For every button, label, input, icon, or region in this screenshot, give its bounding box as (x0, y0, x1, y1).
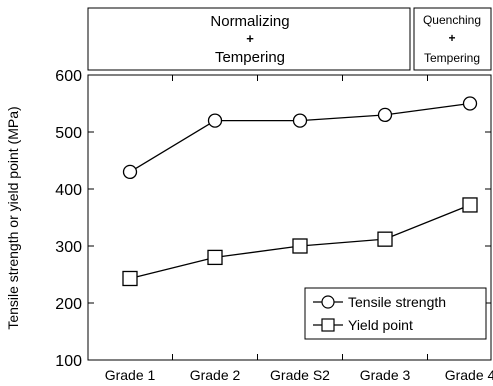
data-point-yield (377, 231, 393, 247)
data-point-yield (122, 270, 138, 287)
y-tick-label: 500 (55, 125, 82, 142)
y-axis-label: Tensile strength or yield point (MPa) (5, 106, 21, 329)
x-tick-label: Grade 4 (445, 367, 493, 383)
x-tick-label: Grade 3 (360, 367, 411, 383)
legend-label-tensile: Tensile strength (348, 294, 446, 310)
process-label-quenching-line1: Quenching (423, 13, 481, 27)
y-axis: 100 200 300 400 500 600 (55, 68, 491, 370)
process-label-normalizing-line2: + (246, 31, 254, 46)
series-layer (122, 96, 478, 287)
process-box-quenching (413, 7, 492, 71)
process-label-quenching-line3: Tempering (424, 51, 480, 65)
x-axis: Grade 1 Grade 2 Grade S2 Grade 3 Grade 4 (105, 75, 493, 383)
legend-marker-tensile (321, 295, 335, 309)
x-tick-label: Grade S2 (270, 367, 330, 383)
y-tick-label: 200 (55, 296, 82, 313)
x-tick-label: Grade 1 (105, 367, 156, 383)
y-tick-label: 600 (55, 68, 82, 85)
y-tick-label: 100 (55, 353, 82, 370)
y-tick-label: 400 (55, 182, 82, 199)
legend: Tensile strength Yield point (304, 287, 487, 340)
data-point-tensile (377, 107, 393, 123)
process-label-normalizing-line1: Normalizing (210, 13, 289, 30)
data-point-tensile (462, 96, 478, 111)
process-label-quenching-line2: + (448, 31, 455, 45)
data-point-yield (462, 197, 478, 213)
data-point-tensile (292, 113, 308, 128)
y-tick-label: 300 (55, 239, 82, 256)
data-point-tensile (122, 164, 138, 180)
process-box-normalizing (87, 7, 411, 71)
process-label-normalizing-line3: Tempering (215, 49, 285, 66)
plot-frame (87, 74, 492, 361)
data-point-tensile (207, 113, 223, 128)
legend-label-yield: Yield point (348, 317, 413, 333)
data-point-yield (292, 238, 308, 254)
legend-marker-yield (321, 318, 335, 332)
data-point-yield (207, 249, 223, 266)
x-tick-label: Grade 2 (190, 367, 241, 383)
legend-box (304, 287, 487, 340)
